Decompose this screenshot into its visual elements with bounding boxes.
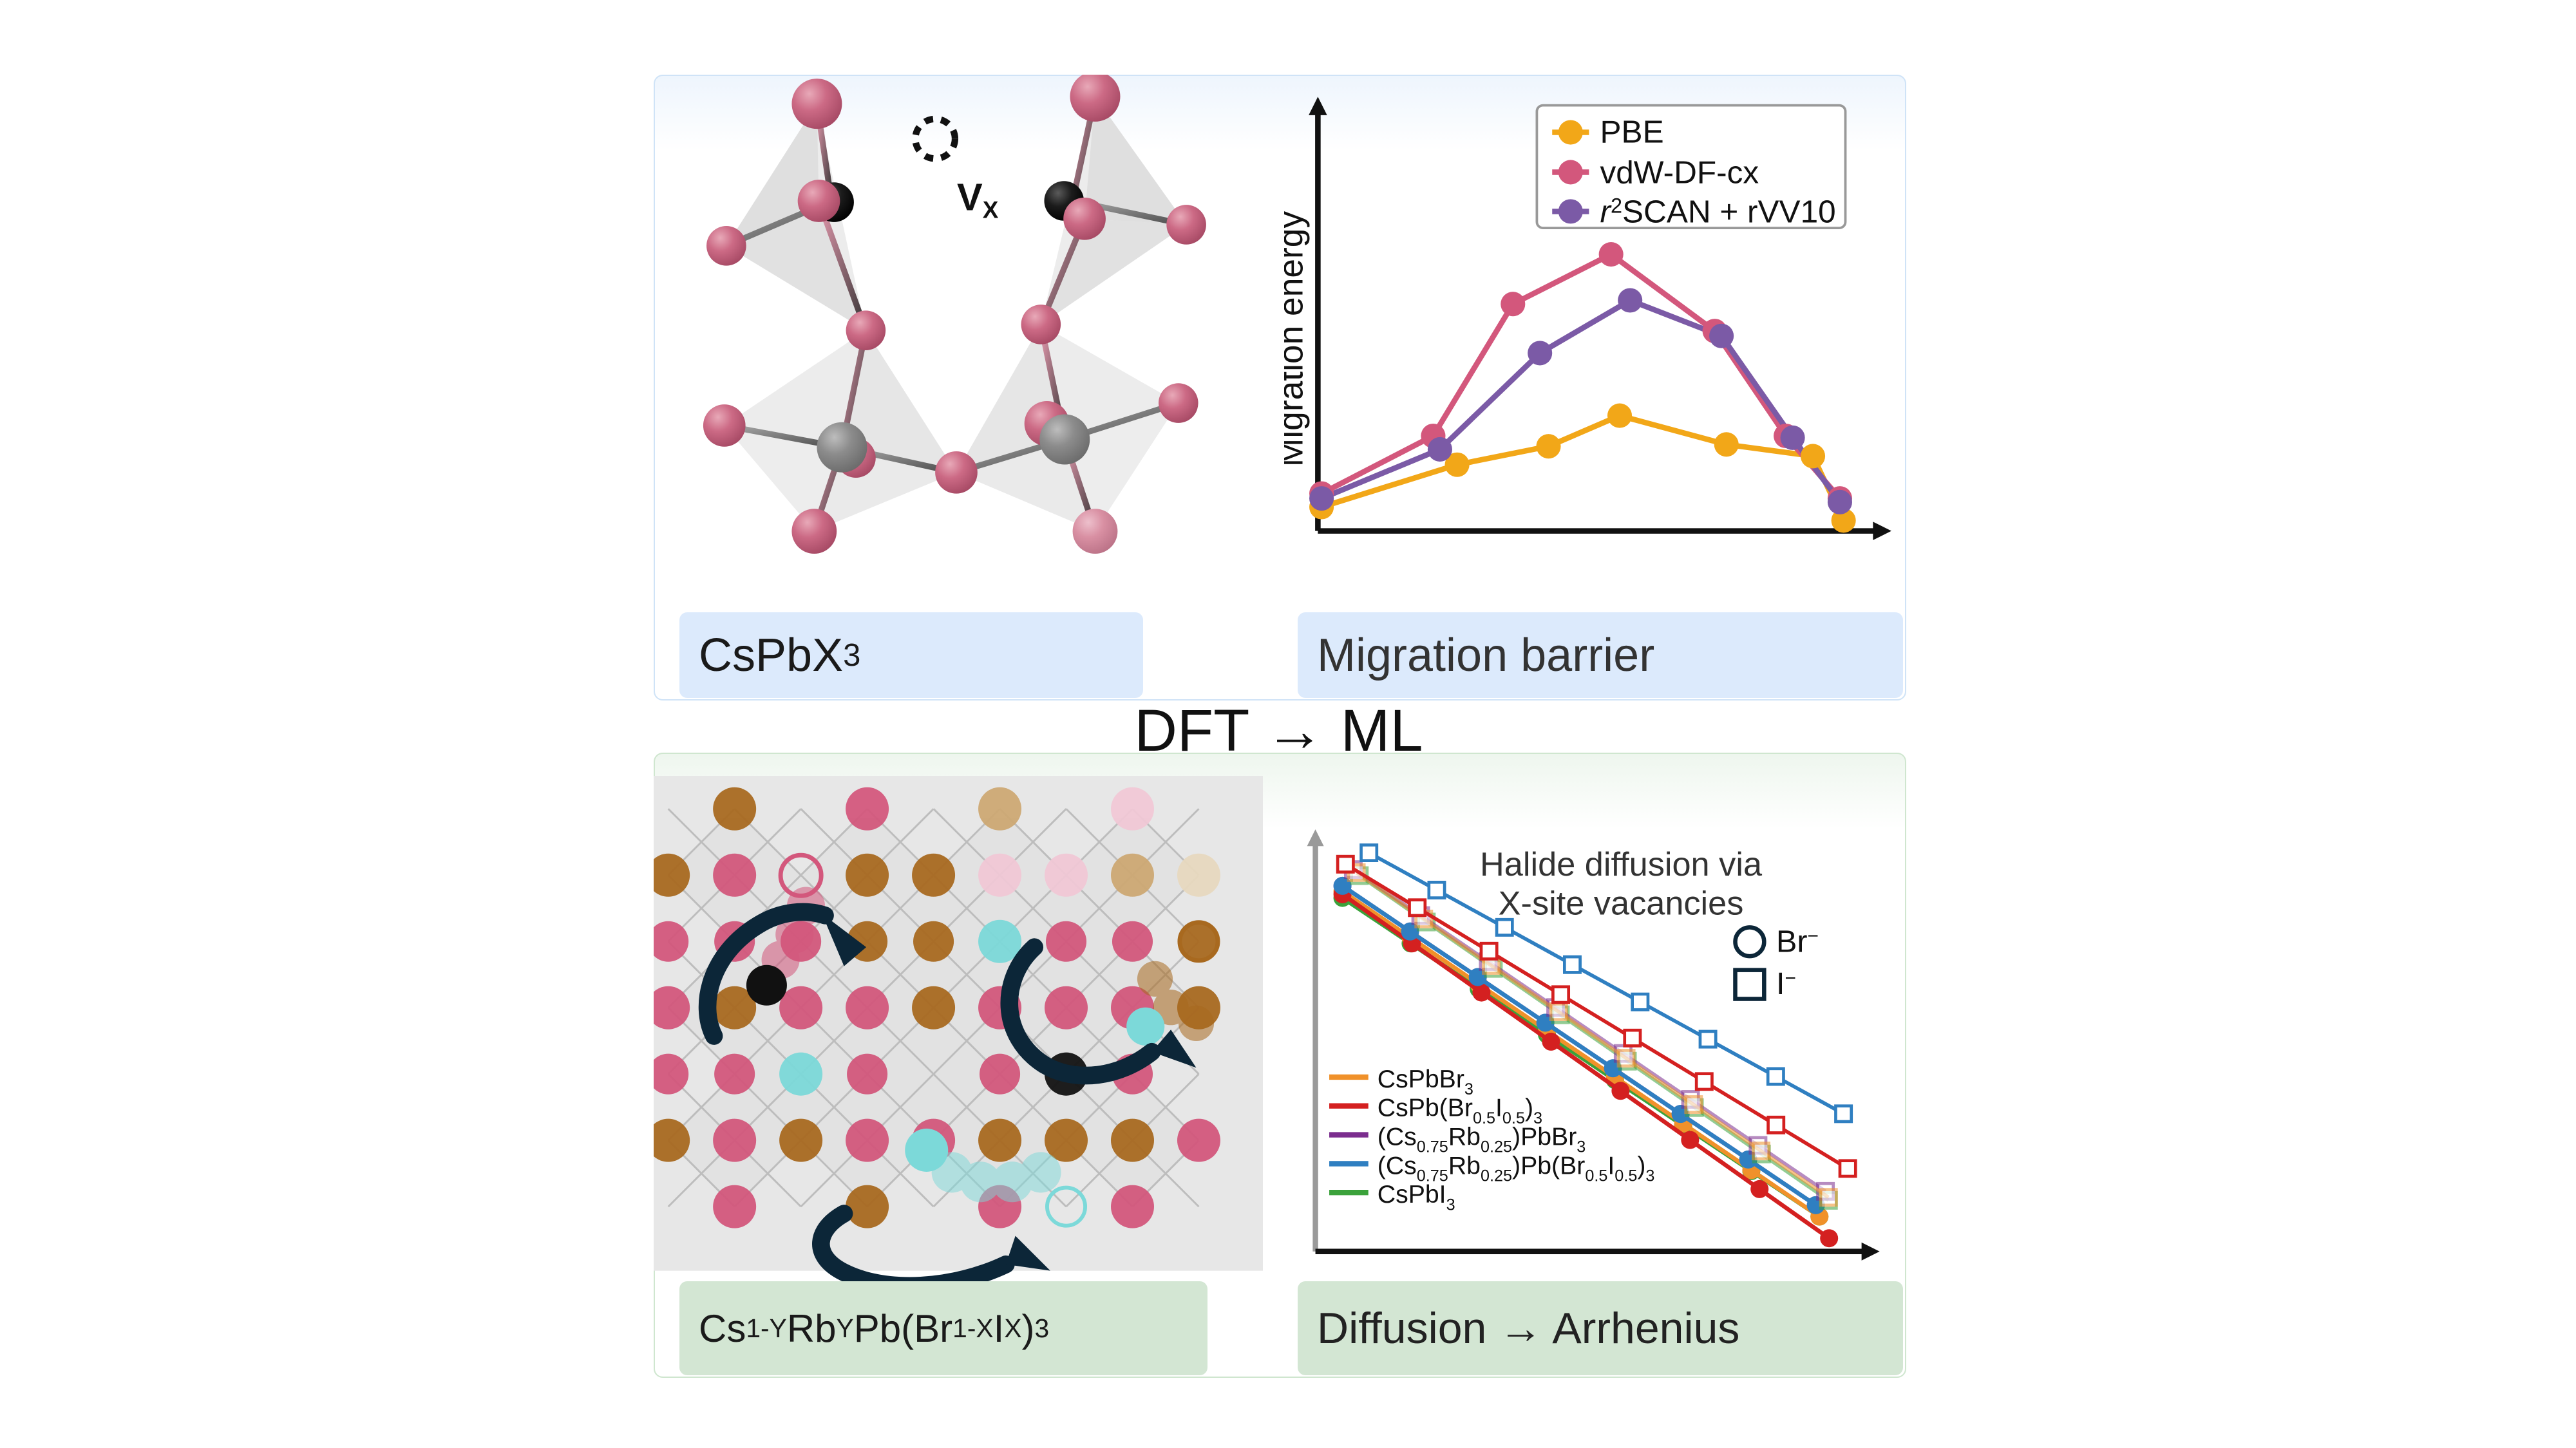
svg-text:I−: I− xyxy=(1776,966,1796,1001)
svg-text:VX: VX xyxy=(957,175,999,223)
svg-text:Br−: Br− xyxy=(1776,925,1819,959)
svg-text:r2SCAN + rVV10: r2SCAN + rVV10 xyxy=(1600,194,1836,229)
svg-text:PBE: PBE xyxy=(1600,115,1664,150)
svg-text:vdW-DF-cx: vdW-DF-cx xyxy=(1600,155,1759,191)
svg-text:X-site vacancies: X-site vacancies xyxy=(1499,885,1744,923)
svg-text:CsPbI3: CsPbI3 xyxy=(1378,1180,1455,1214)
svg-text:Migration energy: Migration energy xyxy=(1284,211,1311,467)
svg-text:Halide diffusion via: Halide diffusion via xyxy=(1480,846,1763,883)
